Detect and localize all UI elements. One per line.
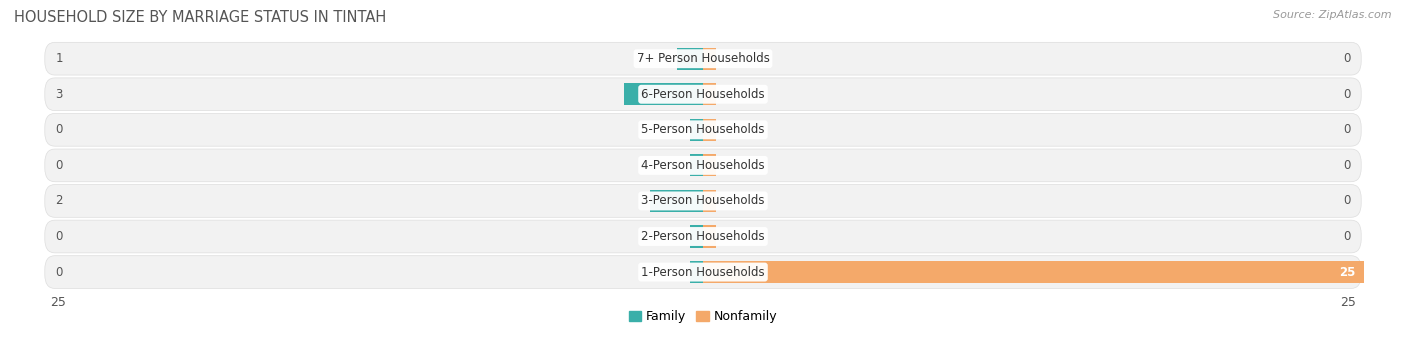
- Text: 7+ Person Households: 7+ Person Households: [637, 52, 769, 65]
- FancyBboxPatch shape: [45, 220, 1361, 253]
- Bar: [703, 48, 716, 70]
- Bar: [676, 48, 703, 70]
- Bar: [703, 154, 716, 176]
- Text: 1-Person Households: 1-Person Households: [641, 266, 765, 279]
- Text: 4-Person Households: 4-Person Households: [641, 159, 765, 172]
- Text: 3-Person Households: 3-Person Households: [641, 194, 765, 207]
- Bar: [650, 190, 703, 212]
- Legend: Family, Nonfamily: Family, Nonfamily: [624, 306, 782, 328]
- Text: 0: 0: [55, 123, 63, 136]
- Text: 25: 25: [1340, 296, 1355, 309]
- Text: 0: 0: [1343, 88, 1351, 101]
- Bar: [703, 190, 716, 212]
- FancyBboxPatch shape: [45, 149, 1361, 182]
- Text: 1: 1: [55, 52, 63, 65]
- Bar: [624, 83, 703, 105]
- Bar: [703, 83, 716, 105]
- Text: 3: 3: [55, 88, 63, 101]
- FancyBboxPatch shape: [45, 42, 1361, 75]
- Text: 0: 0: [55, 266, 63, 279]
- FancyBboxPatch shape: [45, 184, 1361, 217]
- Text: 5-Person Households: 5-Person Households: [641, 123, 765, 136]
- Bar: [703, 225, 716, 248]
- Bar: [703, 119, 716, 141]
- Bar: [703, 261, 1364, 283]
- Bar: [690, 119, 703, 141]
- Text: 2-Person Households: 2-Person Households: [641, 230, 765, 243]
- Text: 0: 0: [55, 159, 63, 172]
- Text: 0: 0: [1343, 230, 1351, 243]
- Bar: [690, 261, 703, 283]
- Text: 0: 0: [1343, 159, 1351, 172]
- Text: HOUSEHOLD SIZE BY MARRIAGE STATUS IN TINTAH: HOUSEHOLD SIZE BY MARRIAGE STATUS IN TIN…: [14, 10, 387, 25]
- Bar: [690, 225, 703, 248]
- FancyBboxPatch shape: [45, 114, 1361, 146]
- Text: 25: 25: [51, 296, 66, 309]
- Text: 0: 0: [1343, 52, 1351, 65]
- Text: 6-Person Households: 6-Person Households: [641, 88, 765, 101]
- Bar: [690, 154, 703, 176]
- FancyBboxPatch shape: [45, 78, 1361, 110]
- Text: 0: 0: [1343, 123, 1351, 136]
- FancyBboxPatch shape: [45, 256, 1361, 288]
- Text: 0: 0: [55, 230, 63, 243]
- Text: 2: 2: [55, 194, 63, 207]
- Text: Source: ZipAtlas.com: Source: ZipAtlas.com: [1274, 10, 1392, 20]
- Text: 25: 25: [1340, 266, 1355, 279]
- Text: 0: 0: [1343, 194, 1351, 207]
